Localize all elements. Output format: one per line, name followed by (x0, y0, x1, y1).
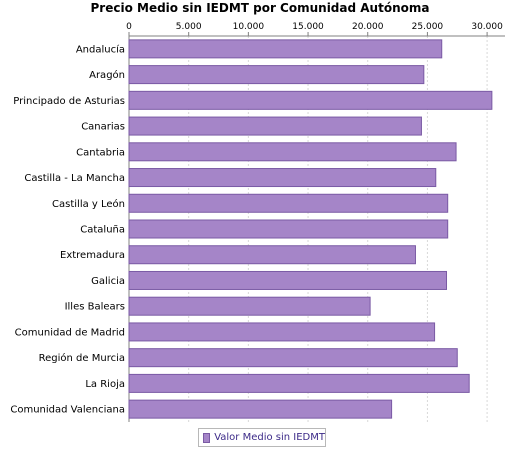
category-label: Andalucía (76, 43, 125, 55)
x-tick-label: 15.000 (292, 22, 324, 32)
x-tick-label: 10.000 (233, 22, 265, 32)
chart-title: Precio Medio sin IEDMT por Comunidad Aut… (90, 1, 430, 15)
bar (128, 348, 458, 368)
x-tick-label: 30.000 (471, 22, 503, 32)
category-label: Extremadura (60, 250, 125, 261)
category-label: La Rioja (85, 379, 125, 390)
x-tick-label: 20.000 (352, 22, 384, 32)
category-label: Principado de Asturias (13, 96, 125, 107)
legend-label: Valor Medio sin IEDMT (214, 432, 325, 443)
category-label: Canarias (81, 122, 125, 133)
category-label: Illes Balears (65, 302, 125, 313)
bar (128, 39, 443, 59)
category-label: Castilla - La Mancha (24, 173, 125, 184)
x-tick-label: 5.000 (176, 22, 202, 32)
bar (128, 116, 422, 136)
bar (128, 270, 448, 290)
bar (128, 142, 457, 162)
category-label: Cataluña (80, 225, 125, 236)
bar (128, 296, 371, 316)
bar (128, 373, 470, 393)
bar (128, 322, 436, 342)
x-tick-label: 25.000 (412, 22, 444, 32)
category-label: Cantabria (76, 147, 125, 158)
category-label: Región de Murcia (39, 352, 125, 364)
bar (128, 65, 425, 85)
bar (128, 399, 393, 419)
category-label: Aragón (89, 69, 125, 81)
bar (128, 245, 416, 265)
bar (128, 168, 437, 188)
category-label: Comunidad de Madrid (15, 327, 125, 338)
bar (128, 90, 493, 110)
bar (128, 193, 449, 213)
category-label: Castilla y León (52, 198, 125, 210)
legend-swatch (203, 432, 211, 443)
category-label: Galicia (91, 276, 125, 287)
bar (128, 219, 449, 239)
legend: Valor Medio sin IEDMT (198, 428, 326, 447)
x-tick-label: 0 (126, 22, 132, 32)
category-label: Comunidad Valenciana (10, 405, 125, 416)
